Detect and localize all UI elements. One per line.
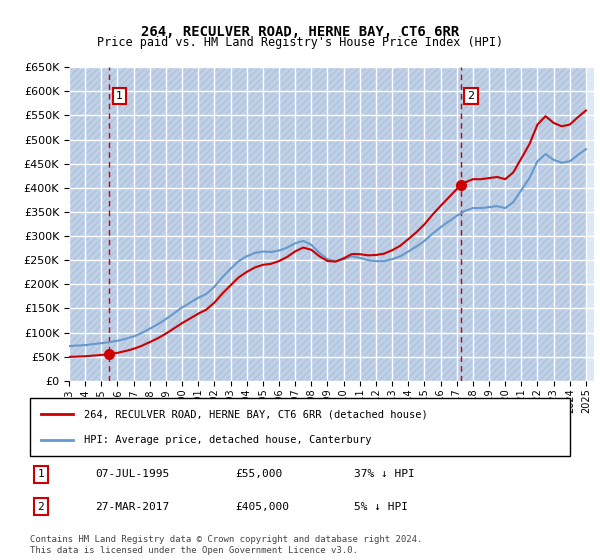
FancyBboxPatch shape [30, 398, 570, 456]
Text: HPI: Average price, detached house, Canterbury: HPI: Average price, detached house, Cant… [84, 435, 371, 445]
Text: Contains HM Land Registry data © Crown copyright and database right 2024.: Contains HM Land Registry data © Crown c… [30, 535, 422, 544]
Text: Price paid vs. HM Land Registry's House Price Index (HPI): Price paid vs. HM Land Registry's House … [97, 36, 503, 49]
Text: 264, RECULVER ROAD, HERNE BAY, CT6 6RR (detached house): 264, RECULVER ROAD, HERNE BAY, CT6 6RR (… [84, 409, 428, 419]
Text: 2: 2 [467, 91, 475, 101]
Text: 27-MAR-2017: 27-MAR-2017 [95, 502, 169, 512]
Text: 1: 1 [37, 469, 44, 479]
Text: This data is licensed under the Open Government Licence v3.0.: This data is licensed under the Open Gov… [30, 546, 358, 555]
Text: 264, RECULVER ROAD, HERNE BAY, CT6 6RR: 264, RECULVER ROAD, HERNE BAY, CT6 6RR [141, 25, 459, 39]
Text: £55,000: £55,000 [235, 469, 283, 479]
Text: £405,000: £405,000 [235, 502, 289, 512]
Text: 07-JUL-1995: 07-JUL-1995 [95, 469, 169, 479]
Text: 5% ↓ HPI: 5% ↓ HPI [354, 502, 408, 512]
Text: 37% ↓ HPI: 37% ↓ HPI [354, 469, 415, 479]
Text: 2: 2 [37, 502, 44, 512]
Text: 1: 1 [116, 91, 123, 101]
